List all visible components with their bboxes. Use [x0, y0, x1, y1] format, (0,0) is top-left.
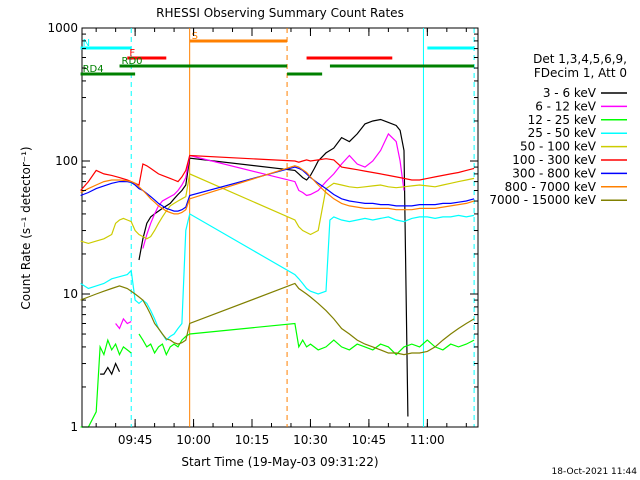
x-axis-label: Start Time (19-May-03 09:31:22)	[181, 455, 378, 469]
y-tick-label-3: 1000	[47, 21, 78, 35]
x-tick-label-3: 10:30	[293, 433, 328, 447]
x-tick-label-1: 10:00	[176, 433, 211, 447]
x-tick-label-5: 11:00	[410, 433, 445, 447]
y-tick-label-0: 1	[70, 420, 78, 434]
timestamp: 18-Oct-2021 11:44	[552, 467, 638, 477]
chart-title: RHESSI Observing Summary Count Rates	[156, 6, 404, 20]
x-tick-label-2: 10:15	[235, 433, 270, 447]
legend-label-3: 25 - 50 keV	[528, 126, 597, 140]
series-line-3	[80, 212, 475, 342]
series-line-2	[80, 322, 475, 428]
flag-label-f: F	[129, 48, 135, 59]
legend-label-1: 6 - 12 keV	[535, 99, 597, 113]
series-line-8	[80, 282, 475, 356]
flag-label-s: S	[192, 31, 198, 42]
legend: Det 1,3,4,5,6,9, FDecim 1, Att 0 3 - 6 k…	[489, 52, 627, 207]
series-line-4	[80, 173, 475, 245]
legend-header-line-2: FDecim 1, Att 0	[534, 66, 627, 80]
y-axis-label: Count Rate (s⁻¹ detector⁻¹)	[19, 146, 33, 309]
series-layer	[80, 118, 475, 428]
legend-header-line-1: Det 1,3,4,5,6,9,	[533, 52, 627, 66]
series-line-1	[115, 132, 405, 330]
y-tick-label-2: 100	[55, 154, 78, 168]
flag-label-n: N	[83, 38, 90, 49]
series-line-7	[80, 165, 475, 215]
legend-label-6: 300 - 800 keV	[512, 166, 596, 180]
x-tick-label-0: 09:45	[118, 433, 153, 447]
legend-label-8: 7000 - 15000 keV	[489, 193, 596, 207]
legend-label-5: 100 - 300 keV	[512, 153, 596, 167]
series-line-6	[80, 166, 475, 212]
legend-label-2: 12 - 25 keV	[528, 113, 597, 127]
flag-label-rd0: RD0	[122, 56, 143, 67]
legend-label-0: 3 - 6 keV	[543, 86, 597, 100]
series-line-0	[100, 118, 409, 417]
flag-label-rd4: RD4	[83, 64, 104, 75]
legend-label-4: 50 - 100 keV	[520, 140, 597, 154]
x-tick-label-4: 10:45	[352, 433, 387, 447]
legend-label-7: 800 - 7000 keV	[505, 180, 597, 194]
plot-frame	[81, 27, 479, 428]
vertical-markers	[130, 28, 475, 427]
y-tick-label-1: 10	[63, 287, 78, 301]
axes: 1 10 100 1000 09:45 10:00 10:15 10:30 10:45 11:00	[47, 21, 478, 447]
